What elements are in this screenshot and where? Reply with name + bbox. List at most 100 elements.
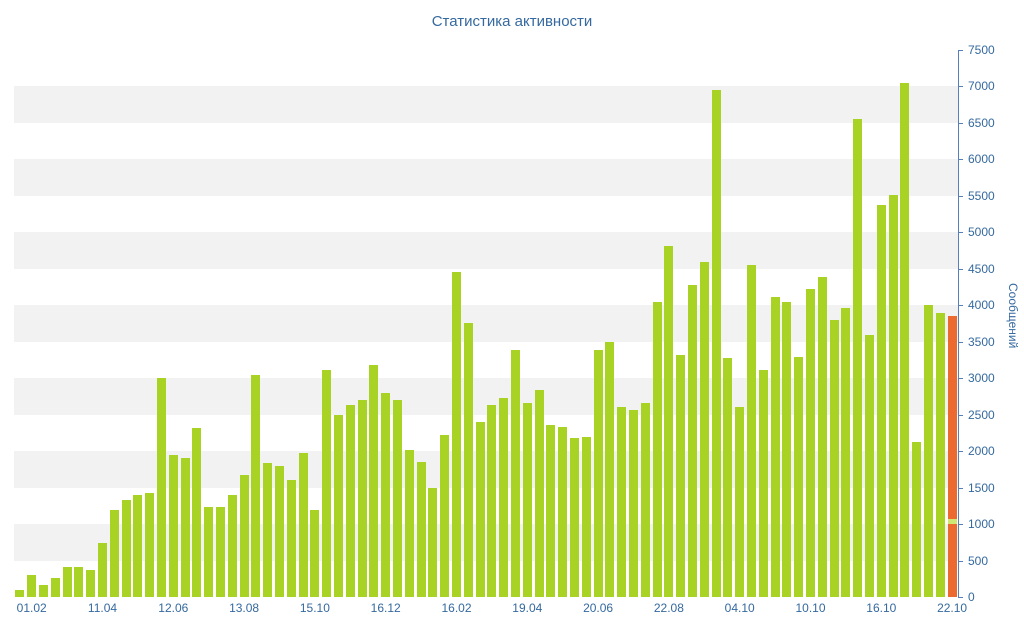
- bar[interactable]: [640, 403, 650, 597]
- bar[interactable]: [865, 335, 874, 597]
- bar[interactable]: [534, 389, 544, 597]
- bar[interactable]: [617, 407, 627, 597]
- bar[interactable]: [62, 567, 72, 597]
- bar[interactable]: [888, 195, 898, 597]
- bar[interactable]: [463, 322, 473, 597]
- bar[interactable]: [204, 507, 214, 597]
- bar[interactable]: [475, 421, 485, 597]
- bar[interactable]: [912, 442, 922, 597]
- background-stripe: [14, 305, 958, 342]
- bar[interactable]: [334, 415, 343, 597]
- bar[interactable]: [404, 449, 414, 597]
- bar[interactable]: [39, 584, 48, 597]
- y-tick-label: 5000: [968, 225, 995, 240]
- bar[interactable]: [593, 349, 603, 597]
- bar[interactable]: [499, 397, 509, 597]
- bar[interactable]: [794, 357, 804, 597]
- bar[interactable]: [310, 510, 320, 597]
- bar[interactable]: [15, 589, 25, 597]
- bar[interactable]: [50, 578, 60, 597]
- bar[interactable]: [522, 403, 532, 597]
- y-axis-tick: [958, 159, 963, 161]
- bar[interactable]: [180, 458, 190, 597]
- bar[interactable]: [74, 567, 84, 597]
- y-tick-label: 6000: [968, 152, 995, 167]
- bar[interactable]: [723, 357, 733, 597]
- bar[interactable]: [876, 205, 886, 597]
- bar[interactable]: [251, 375, 261, 597]
- y-axis-tick: [958, 195, 963, 197]
- bar[interactable]: [286, 480, 296, 597]
- y-axis-tick: [958, 232, 963, 234]
- bar[interactable]: [428, 488, 438, 597]
- bar[interactable]: [770, 297, 780, 597]
- bar[interactable]: [27, 575, 37, 597]
- bar[interactable]: [817, 276, 827, 597]
- bar[interactable]: [98, 543, 107, 597]
- bar[interactable]: [935, 312, 945, 597]
- bar[interactable]: [440, 435, 450, 597]
- bar[interactable]: [393, 400, 402, 597]
- bar[interactable]: [924, 305, 933, 597]
- bar[interactable]: [747, 265, 756, 597]
- bar[interactable]: [570, 438, 579, 597]
- x-tick-label: 16.10: [866, 601, 897, 615]
- bar[interactable]: [699, 262, 709, 597]
- background-stripe: [14, 378, 958, 415]
- bar[interactable]: [168, 454, 178, 597]
- y-axis-tick: [958, 597, 963, 598]
- bar[interactable]: [806, 288, 815, 597]
- bar[interactable]: [841, 308, 851, 597]
- bar[interactable]: [652, 302, 662, 597]
- bar[interactable]: [86, 570, 96, 597]
- bar[interactable]: [900, 82, 910, 597]
- x-tick-label: 11.04: [87, 601, 118, 615]
- bar[interactable]: [487, 405, 497, 597]
- y-axis-tick: [958, 268, 963, 270]
- bar[interactable]: [216, 507, 225, 597]
- bar[interactable]: [735, 407, 745, 597]
- bar[interactable]: [145, 492, 155, 597]
- bar[interactable]: [322, 370, 332, 597]
- bar[interactable]: [676, 354, 686, 597]
- bar[interactable]: [782, 302, 792, 597]
- bar[interactable]: [345, 405, 355, 597]
- bar[interactable]: [452, 272, 461, 597]
- bar[interactable]: [829, 319, 839, 597]
- y-tick-label: 500: [968, 553, 989, 568]
- bar[interactable]: [688, 284, 697, 597]
- bar[interactable]: [581, 436, 591, 597]
- bar[interactable]: [192, 427, 202, 597]
- bar[interactable]: [275, 465, 284, 597]
- bar[interactable]: [511, 349, 520, 597]
- y-tick-label: 2000: [968, 444, 995, 459]
- y-axis-tick: [958, 86, 963, 88]
- bar[interactable]: [711, 90, 721, 597]
- bar[interactable]: [853, 118, 863, 597]
- bar[interactable]: [357, 400, 367, 597]
- bar[interactable]: [298, 453, 308, 597]
- bar[interactable]: [558, 427, 568, 597]
- chart-title: Статистика активности: [431, 13, 593, 30]
- y-axis-tick: [958, 451, 963, 453]
- bar[interactable]: [109, 510, 119, 597]
- bar[interactable]: [629, 410, 638, 597]
- bar[interactable]: [227, 494, 237, 597]
- bar[interactable]: [605, 341, 615, 597]
- bar[interactable]: [121, 500, 131, 597]
- bar[interactable]: [133, 494, 143, 597]
- x-tick-label: 20.06: [583, 601, 614, 615]
- bar[interactable]: [263, 462, 273, 597]
- bar[interactable]: [369, 365, 379, 597]
- bar[interactable]: [157, 378, 166, 597]
- bar[interactable]: [416, 462, 426, 597]
- bar[interactable]: [664, 246, 674, 597]
- x-tick-label: 13.08: [229, 601, 260, 615]
- x-tick-label: 22.10: [937, 601, 968, 615]
- bar-current-period[interactable]: [947, 316, 957, 597]
- x-tick-label: 10.10: [795, 601, 826, 615]
- bar[interactable]: [758, 370, 768, 597]
- bar[interactable]: [239, 475, 249, 597]
- bar[interactable]: [381, 392, 391, 597]
- bar[interactable]: [546, 424, 556, 597]
